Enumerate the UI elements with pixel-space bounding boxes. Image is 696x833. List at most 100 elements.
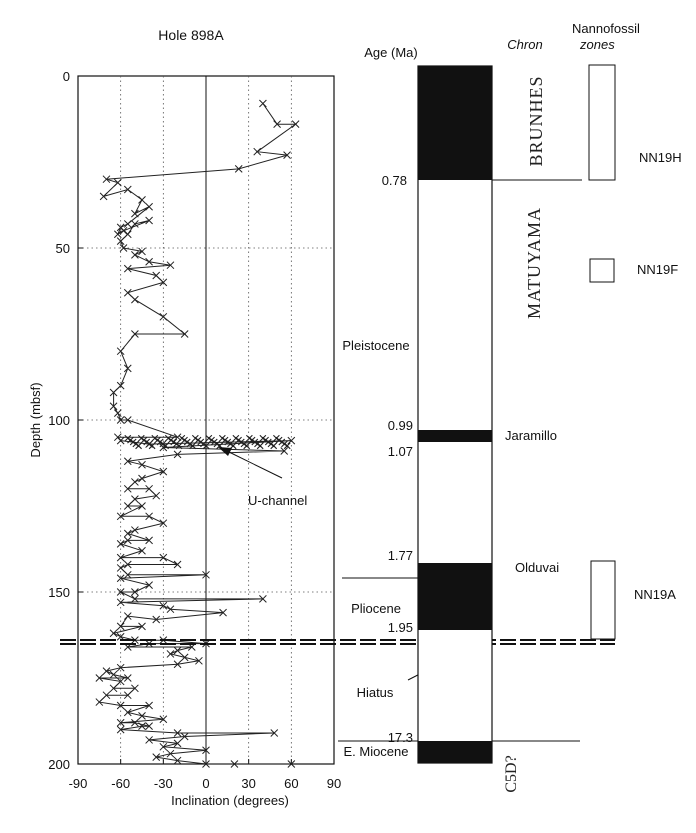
y-tick-label: 100 xyxy=(48,413,70,428)
x-axis-ticks: -90 -60 -30 0 30 60 90 xyxy=(69,759,341,791)
u-channel-arrowhead xyxy=(218,447,232,456)
chron-jaramillo: Jaramillo xyxy=(505,428,557,443)
data-point xyxy=(99,192,108,201)
data-point xyxy=(138,722,146,731)
u-channel-point xyxy=(135,442,142,450)
y-tick-label: 200 xyxy=(48,757,70,772)
data-point xyxy=(287,760,296,768)
zone-box-nn19f xyxy=(589,258,615,283)
data-point xyxy=(123,570,132,579)
data-point xyxy=(123,536,132,545)
data-point xyxy=(123,364,132,373)
data-point xyxy=(234,165,243,173)
data-point xyxy=(202,746,210,755)
data-point xyxy=(116,237,125,245)
data-point xyxy=(116,663,125,672)
y-tick-label: 150 xyxy=(48,585,70,600)
data-point xyxy=(152,271,161,280)
data-point xyxy=(145,722,153,731)
data-point xyxy=(116,416,125,424)
age-header: Age (Ma) xyxy=(364,45,417,60)
epoch-pleistocene: Pleistocene xyxy=(342,338,409,353)
polarity-band-jaramillo xyxy=(418,430,492,442)
data-point xyxy=(95,698,104,706)
data-point xyxy=(123,691,132,700)
data-point xyxy=(273,120,281,129)
data-point xyxy=(159,519,168,528)
epoch-e-miocene: E. Miocene xyxy=(343,744,408,759)
data-point xyxy=(138,195,146,204)
polarity-band-brunhes xyxy=(418,66,492,180)
x-tick-label: 60 xyxy=(284,776,298,791)
data-point xyxy=(131,495,139,503)
data-point xyxy=(138,460,146,469)
data-point xyxy=(109,388,118,397)
u-channel-point xyxy=(256,442,264,450)
data-point xyxy=(159,443,168,452)
data-point xyxy=(123,416,132,424)
chron-olduvai: Olduvai xyxy=(515,560,559,575)
data-point xyxy=(159,312,168,321)
data-point xyxy=(138,502,146,510)
u-channel-point xyxy=(189,442,197,450)
inclination-series xyxy=(95,99,300,768)
nannofossil-header-zones: zones xyxy=(579,37,615,52)
data-point xyxy=(159,715,168,724)
data-point xyxy=(116,553,125,562)
polarity-column xyxy=(417,65,493,764)
u-channel-point xyxy=(283,442,291,450)
data-point xyxy=(123,708,132,717)
data-point xyxy=(138,622,146,631)
data-point xyxy=(173,433,182,442)
data-point xyxy=(180,330,189,338)
data-point xyxy=(109,402,118,411)
data-point xyxy=(116,588,125,596)
data-point xyxy=(159,278,168,287)
data-point xyxy=(119,244,128,252)
age-label-0-78: 0.78 xyxy=(382,173,407,188)
data-point xyxy=(116,677,125,686)
u-channel-arrow xyxy=(228,451,283,479)
data-point xyxy=(173,660,182,669)
data-point xyxy=(123,674,132,682)
u-channel-label: U-channel xyxy=(248,493,307,508)
data-point xyxy=(145,701,153,710)
data-point xyxy=(131,684,139,693)
data-point xyxy=(116,512,125,521)
data-point xyxy=(152,753,161,761)
data-point xyxy=(113,178,122,187)
data-point xyxy=(131,718,139,727)
chron-header: Chron xyxy=(507,37,542,52)
data-point xyxy=(102,667,111,675)
data-point xyxy=(116,539,125,548)
data-point xyxy=(95,674,104,682)
data-point xyxy=(145,484,153,493)
data-point xyxy=(166,605,175,614)
zone-label-nn19a: NN19A xyxy=(634,587,676,602)
data-point xyxy=(291,120,300,129)
data-point xyxy=(159,467,168,476)
data-point xyxy=(145,581,153,589)
data-point xyxy=(123,612,132,620)
data-point xyxy=(195,656,203,665)
data-point xyxy=(180,653,189,662)
data-point xyxy=(145,536,153,545)
y-tick-label: 0 xyxy=(63,69,70,84)
data-point xyxy=(270,729,279,737)
data-point xyxy=(173,756,182,765)
data-point xyxy=(123,502,132,510)
data-point xyxy=(166,749,175,758)
data-point xyxy=(116,725,125,734)
data-point xyxy=(116,564,125,572)
nannofossil-header: Nannofossil xyxy=(572,21,640,36)
data-point xyxy=(145,440,153,448)
data-point xyxy=(102,691,111,700)
zone-label-nn19h: NN19H xyxy=(639,150,682,165)
data-point xyxy=(145,202,153,211)
data-point xyxy=(230,760,239,768)
data-point xyxy=(131,209,139,218)
y-axis-ticks: 0 50 100 150 200 xyxy=(48,69,83,772)
data-point xyxy=(173,560,182,569)
age-label-0-99: 0.99 xyxy=(388,418,413,433)
x-tick-label: 90 xyxy=(327,776,341,791)
